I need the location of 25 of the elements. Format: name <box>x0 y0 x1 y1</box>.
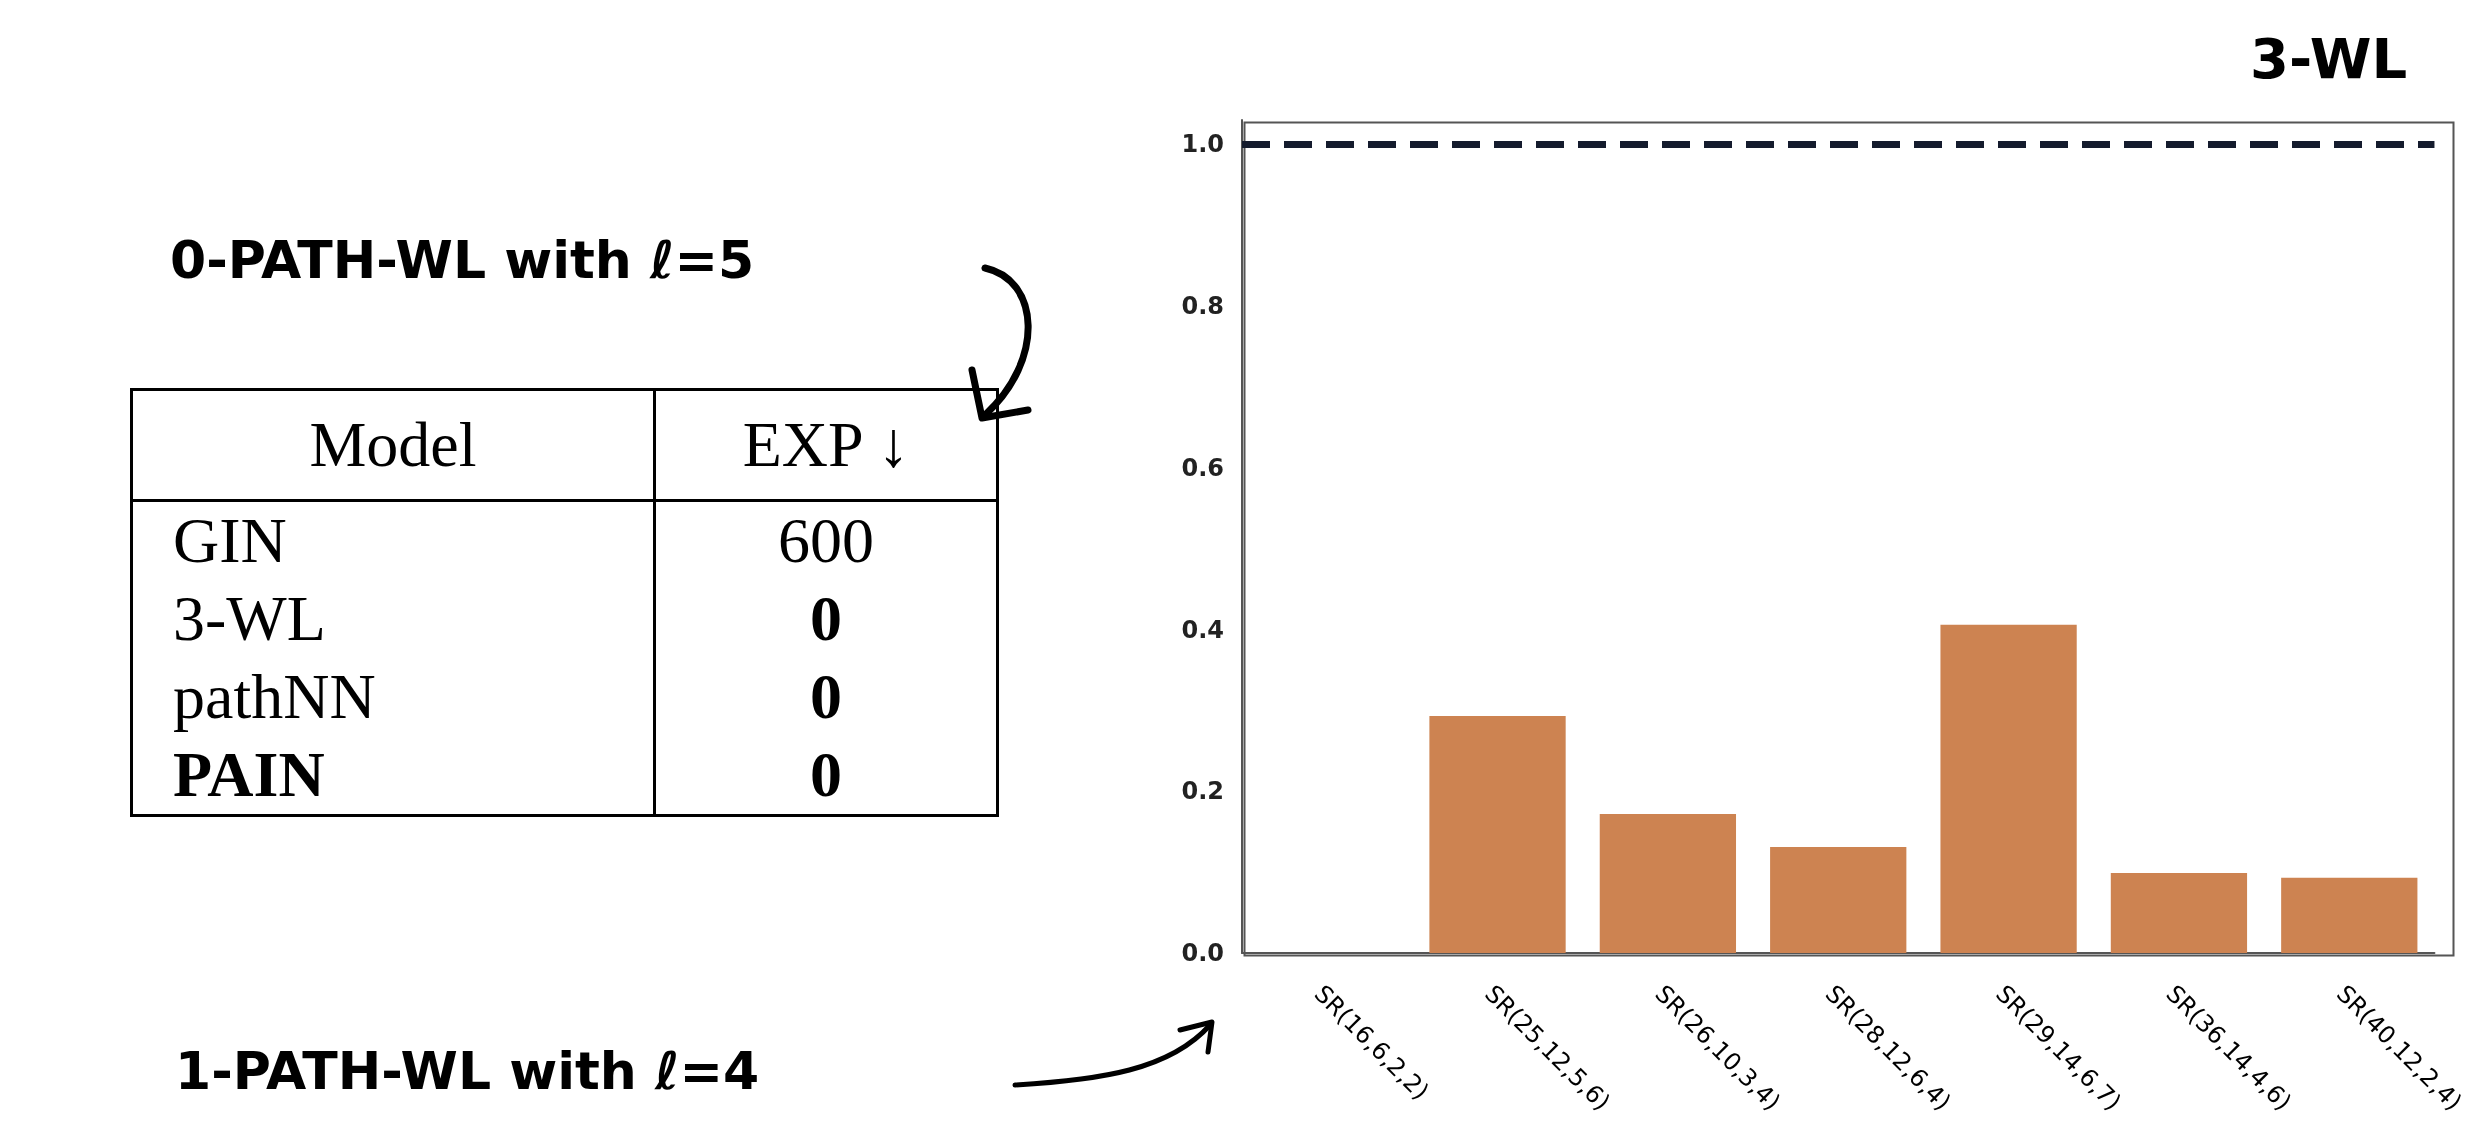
y-tick-label: 0.4 <box>1181 615 1224 644</box>
bar <box>1770 847 1907 953</box>
text: 0-PATH-WL with ℓ=5 <box>170 230 755 290</box>
y-tick-label: 1.0 <box>1181 130 1224 159</box>
category-label: PAIN <box>131 736 655 816</box>
category-label: GIN <box>131 500 655 580</box>
bar <box>2110 872 2248 953</box>
bar <box>1429 716 1566 953</box>
data-label: 0 <box>654 580 998 658</box>
bar <box>1599 813 1737 953</box>
y-tick-label: 0.8 <box>1181 292 1224 321</box>
y-tick-label: 0.2 <box>1181 777 1224 806</box>
bar <box>1940 624 2077 953</box>
ref-line-label: 3-WL <box>2250 25 2408 91</box>
data-label: 600 <box>654 500 998 580</box>
text: EXP ↓ <box>654 389 998 501</box>
y-tick-label: 0.0 <box>1181 939 1224 967</box>
bar <box>2281 877 2418 953</box>
data-label: 0 <box>654 736 998 816</box>
category-label: 3-WL <box>131 580 655 658</box>
y-tick-label: 0.6 <box>1181 453 1224 482</box>
text: Model <box>131 389 655 501</box>
category-label: pathNN <box>131 658 655 736</box>
text: 1-PATH-WL with ℓ=4 <box>175 1041 760 1101</box>
data-label: 0 <box>654 658 998 736</box>
